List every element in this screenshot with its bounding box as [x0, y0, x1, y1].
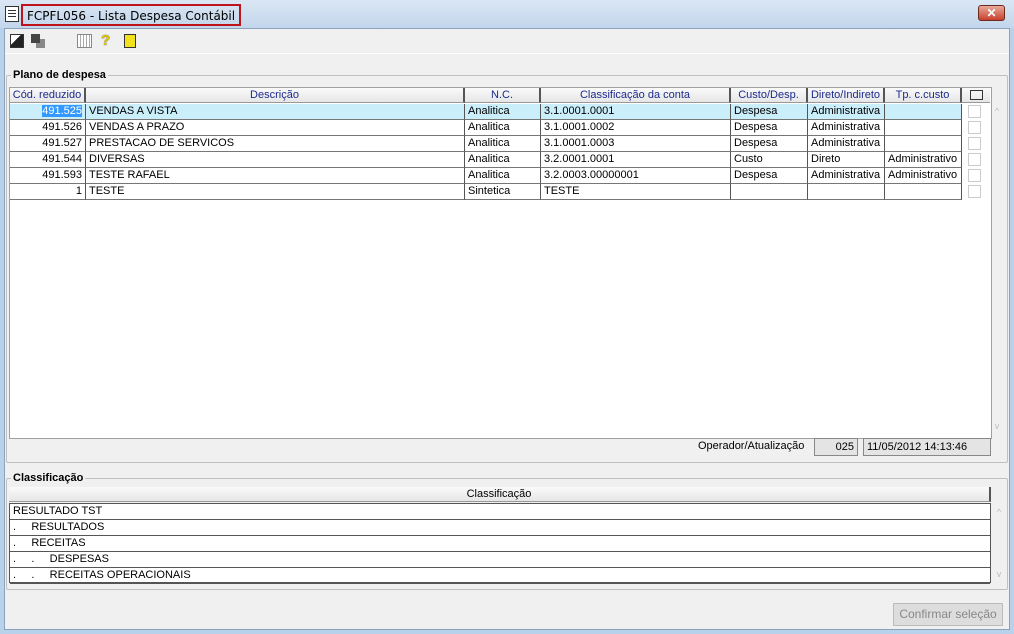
table-cell: 3.1.0001.0003 — [541, 136, 731, 152]
window-title: FCPFL056 - Lista Despesa Contábil — [21, 4, 242, 26]
operador-label: Operador/Atualização — [698, 440, 805, 452]
table-cell — [808, 184, 885, 200]
toolbar-divider — [5, 53, 1009, 54]
table-cell: 3.2.0003.00000001 — [541, 168, 731, 184]
table-cell: 3.2.0001.0001 — [541, 152, 731, 168]
table-cell: Administrativo — [885, 152, 962, 168]
row-checkbox[interactable] — [968, 137, 981, 150]
column-header[interactable]: Cód. reduzido — [10, 88, 86, 103]
row-checkbox[interactable] — [968, 169, 981, 182]
document-icon — [5, 6, 19, 22]
window-client: ? Plano de despesa Cód. reduzido Descriçã… — [4, 28, 1010, 630]
table-cell: Despesa — [731, 168, 808, 184]
list-item[interactable]: RESULTADO TST — [10, 504, 990, 520]
table-cell: VENDAS A PRAZO — [86, 120, 465, 136]
table-cell: Custo — [731, 152, 808, 168]
table-cell — [731, 184, 808, 200]
table-cell: Analitica — [465, 136, 541, 152]
table-cell: 491.525 — [10, 104, 86, 120]
table-row[interactable]: 491.593 TESTE RAFAEL Analitica 3.2.0003.000… — [10, 168, 962, 184]
column-header[interactable]: Descrição — [86, 88, 465, 103]
column-header[interactable]: Direto/Indireto — [808, 88, 885, 103]
table-cell: Analitica — [465, 104, 541, 120]
row-checkbox[interactable] — [968, 105, 981, 118]
table-cell: TESTE — [86, 184, 465, 200]
table-row[interactable]: 491.527 PRESTACAO DE SERVICOS Analitica 3.1… — [10, 136, 962, 152]
list-item[interactable]: . RESULTADOS — [10, 520, 990, 536]
table-cell: PRESTACAO DE SERVICOS — [86, 136, 465, 152]
table-cell: Administrativa — [808, 120, 885, 136]
table-cell: Despesa — [731, 104, 808, 120]
table-cell: Analitica — [465, 152, 541, 168]
classificacao-group: Classificação — [6, 472, 1008, 590]
operador-field: 025 — [814, 438, 858, 456]
table-cell: Analitica — [465, 120, 541, 136]
plano-table: Cód. reduzido Descrição N.C. Classificação … — [9, 87, 992, 439]
list-item[interactable]: . . DESPESAS — [10, 552, 990, 568]
table-cell: Administrativo — [885, 168, 962, 184]
classificacao-legend: Classificação — [13, 472, 84, 484]
column-header[interactable]: Tp. c.custo — [885, 88, 962, 103]
table-cell: 491.593 — [10, 168, 86, 184]
table-cell: 1 — [10, 184, 86, 200]
table-cell: TESTE RAFAEL — [86, 168, 465, 184]
row-checkbox[interactable] — [968, 121, 981, 134]
table-cell: 3.1.0001.0001 — [541, 104, 731, 120]
table-row[interactable]: 1 TESTE Sintetica TESTE — [10, 184, 962, 200]
list-item[interactable]: . . RECEITAS OPERACIONAIS — [10, 568, 990, 584]
table-cell: VENDAS A VISTA — [86, 104, 465, 120]
table-cell — [885, 120, 962, 136]
confirm-selection-button[interactable]: Confirmar seleção — [893, 603, 1003, 626]
help-icon[interactable]: ? — [101, 32, 111, 49]
table-cell: Analitica — [465, 168, 541, 184]
table-cell: DIVERSAS — [86, 152, 465, 168]
exit-door-icon[interactable] — [124, 34, 136, 48]
table-cell — [885, 104, 962, 120]
table-cell: Administrativa — [808, 136, 885, 152]
close-button[interactable]: ✕ — [978, 5, 1005, 21]
column-header[interactable]: Custo/Desp. — [731, 88, 808, 103]
column-header[interactable]: N.C. — [465, 88, 541, 103]
table-cell: Despesa — [731, 120, 808, 136]
table-row[interactable]: 491.544 DIVERSAS Analitica 3.2.0001.0001 Cus… — [10, 152, 962, 168]
classificacao-header[interactable]: Classificação — [9, 487, 991, 502]
scroll-down-icon[interactable]: v — [994, 421, 1000, 431]
checkbox-icon[interactable] — [969, 90, 983, 100]
table-cell: Direto — [808, 152, 885, 168]
table-cell: TESTE — [541, 184, 731, 200]
table-cell: 491.544 — [10, 152, 86, 168]
classificacao-table: Classificação RESULTADO TST. RESULTADOS.… — [9, 487, 1005, 584]
calendar-icon[interactable] — [77, 34, 92, 48]
copy-icon[interactable] — [31, 34, 45, 48]
table-cell: 491.526 — [10, 120, 86, 136]
plano-legend: Plano de despesa — [13, 69, 106, 81]
scroll-up-icon[interactable]: ^ — [996, 507, 1002, 517]
table-cell: Administrativa — [808, 104, 885, 120]
scroll-up-icon[interactable]: ^ — [994, 106, 1000, 116]
table-cell: 491.527 — [10, 136, 86, 152]
table-row[interactable]: 491.525 VENDAS A VISTA Analitica 3.1.0001.0… — [10, 104, 962, 120]
table-cell: Administrativa — [808, 168, 885, 184]
title-bar: FCPFL056 - Lista Despesa Contábil ✕ — [0, 0, 1014, 28]
row-checkbox[interactable] — [968, 185, 981, 198]
scroll-down-icon[interactable]: v — [996, 569, 1002, 579]
atualizacao-field: 11/05/2012 14:13:46 — [863, 438, 991, 456]
plano-group: Plano de despesa — [6, 69, 1008, 463]
list-item[interactable]: . RECEITAS — [10, 536, 990, 552]
table-cell: Sintetica — [465, 184, 541, 200]
table-row[interactable]: 491.526 VENDAS A PRAZO Analitica 3.1.0001.0… — [10, 120, 962, 136]
select-all-header[interactable] — [962, 88, 990, 103]
column-header[interactable]: Classificação da conta — [541, 88, 731, 103]
table-cell — [885, 136, 962, 152]
table-cell — [885, 184, 962, 200]
table-cell: 3.1.0001.0002 — [541, 120, 731, 136]
table-cell: Despesa — [731, 136, 808, 152]
row-checkbox[interactable] — [968, 153, 981, 166]
export-icon[interactable] — [10, 34, 24, 48]
